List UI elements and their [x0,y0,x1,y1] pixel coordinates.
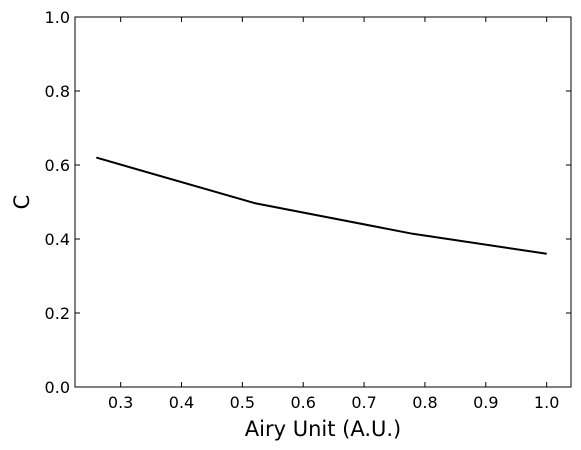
y-tick-label: 0.2 [45,304,70,323]
y-tick-label: 0.8 [45,82,70,101]
y-axis-label: C [10,195,34,210]
y-tick-label: 0.0 [45,378,70,397]
y-axis-ticks: 0.0 0.2 0.4 0.6 0.8 1.0 [45,8,571,397]
x-tick-label: 0.7 [351,393,376,412]
y-tick-label: 1.0 [45,8,70,27]
y-tick-label: 0.6 [45,156,70,175]
x-tick-label: 0.4 [169,393,194,412]
x-tick-label: 0.8 [412,393,437,412]
x-tick-label: 0.5 [230,393,255,412]
series-line [96,156,547,255]
x-tick-label: 1.0 [534,393,559,412]
x-tick-label: 0.3 [108,393,133,412]
x-axis-label: Airy Unit (A.U.) [245,417,401,441]
x-axis-ticks: 0.3 0.4 0.5 0.6 0.7 0.8 0.9 1.0 [108,17,559,412]
x-tick-label: 0.6 [290,393,315,412]
series-layer [96,156,547,255]
x-tick-label: 0.9 [473,393,498,412]
plot-area [75,17,571,387]
y-tick-label: 0.4 [45,230,70,249]
plot-frame [74,16,572,388]
